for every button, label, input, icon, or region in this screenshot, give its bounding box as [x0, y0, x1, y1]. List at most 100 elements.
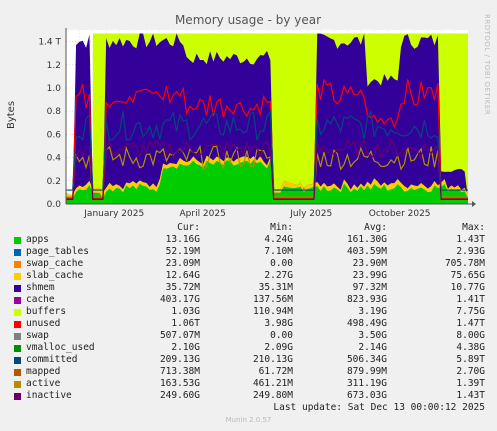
legend-cur-value: 52.19M	[165, 246, 200, 257]
legend-series-name: slab_cache	[26, 270, 84, 281]
rrdtool-credit: RRDTOOL / TOBI OETIKER	[483, 14, 491, 116]
legend-swatch	[14, 309, 21, 316]
legend-cur-value: 507.07M	[159, 330, 200, 341]
y-tick-label: 0.6	[47, 130, 62, 140]
legend-series-name: shmem	[26, 282, 55, 293]
legend-max-value: 1.39T	[456, 378, 485, 389]
legend-min-value: 0.00	[270, 330, 293, 341]
line-inactive-dark	[66, 139, 468, 200]
legend-cur-value: 1.06T	[171, 318, 200, 329]
munin-version: Munin 2.0.57	[225, 416, 272, 424]
legend-row-buffers: buffers 1.03G 110.94M 3.19G 7.75G	[0, 306, 497, 318]
legend-avg-value: 879.99M	[346, 366, 387, 377]
legend-swatch	[14, 333, 21, 340]
legend-max-value: 1.47T	[456, 318, 485, 329]
legend-max-value: 75.65G	[450, 270, 485, 281]
y-tick-label: 0.2	[47, 177, 61, 187]
legend-row-swap: swap 507.07M 0.00 3.50G 8.00G	[0, 330, 497, 342]
area-slab	[66, 155, 468, 199]
legend-row-swap_cache: swap_cache 23.09M 0.00 23.90M 705.78M	[0, 258, 497, 270]
y-tick-label: 0.4	[47, 154, 62, 164]
y-tick-label: 1.2	[47, 61, 61, 71]
legend-swatch	[14, 273, 21, 280]
legend-min-value: 2.27G	[264, 270, 293, 281]
legend-row-mapped: mapped 713.38M 61.72M 879.99M 2.70G	[0, 366, 497, 378]
legend-swatch	[14, 345, 21, 352]
legend-row-unused: unused 1.06T 3.98G 498.49G 1.47T	[0, 318, 497, 330]
legend-min-value: 137.56M	[252, 294, 293, 305]
legend-min-value: 461.21M	[252, 378, 293, 389]
legend-series-name: mapped	[26, 366, 61, 377]
legend-cur-value: 35.72M	[165, 282, 200, 293]
legend-min-value: 35.31M	[258, 282, 293, 293]
line-inactive	[66, 78, 468, 199]
legend-header: Cur: Min: Avg: Max:	[0, 222, 497, 234]
legend-min-value: 110.94M	[252, 306, 293, 317]
legend-swatch	[14, 393, 21, 400]
legend-series-name: cache	[26, 294, 55, 305]
legend-min-value: 249.80M	[252, 390, 293, 401]
legend-avg-value: 2.14G	[358, 342, 387, 353]
legend-row-inactive: inactive 249.60G 249.80M 673.03G 1.43T	[0, 390, 497, 402]
legend-row-vmalloc_used: vmalloc_used 2.10G 2.09G 2.14G 4.38G	[0, 342, 497, 354]
legend-min-value: 2.09G	[264, 342, 293, 353]
legend-max-value: 4.38G	[456, 342, 485, 353]
legend-max-value: 8.00G	[456, 330, 485, 341]
legend-cur-value: 163.53G	[159, 378, 200, 389]
legend-cur-value: 713.38M	[159, 366, 200, 377]
legend-swatch	[14, 261, 21, 268]
legend-series-name: active	[26, 378, 61, 389]
legend-series-name: vmalloc_used	[26, 342, 95, 353]
legend-row-shmem: shmem 35.72M 35.31M 97.32M 10.77G	[0, 282, 497, 294]
y-tick-label: 0.8	[47, 107, 62, 117]
legend-swatch	[14, 357, 21, 364]
legend-cur-value: 13.16G	[165, 234, 200, 245]
y-axis-label: Bytes	[6, 101, 17, 129]
legend-max-value: 1.41T	[456, 294, 485, 305]
legend-swatch	[14, 321, 21, 328]
line-active	[66, 144, 468, 198]
x-axis-arrow	[472, 201, 476, 207]
legend-min-value: 61.72M	[258, 366, 293, 377]
legend-cur-value: 23.09M	[165, 258, 200, 269]
legend-series-name: apps	[26, 234, 49, 245]
header-avg: Avg:	[364, 222, 387, 233]
legend-series-name: unused	[26, 318, 61, 329]
legend-min-value: 7.10M	[264, 246, 293, 257]
y-tick-label: 0.0	[47, 200, 62, 210]
y-tick-label: 1.0	[47, 84, 62, 94]
chart-title: Memory usage - by year	[175, 13, 321, 27]
legend-swatch	[14, 249, 21, 256]
legend-avg-value: 161.30G	[346, 234, 387, 245]
axes	[65, 28, 476, 207]
area-apps	[66, 160, 468, 204]
header-cur: Cur:	[177, 222, 200, 233]
x-tick-label: April 2025	[180, 209, 226, 219]
legend-cur-value: 1.03G	[171, 306, 200, 317]
legend-avg-value: 97.32M	[352, 282, 387, 293]
legend-row-committed: committed 209.13G 210.13G 506.34G 5.89T	[0, 354, 497, 366]
legend-avg-value: 403.59M	[346, 246, 387, 257]
legend-avg-value: 506.34G	[346, 354, 387, 365]
memory-usage-chart: Memory usage - by year Bytes 0.0 0.2 0.4 0.…	[6, 13, 476, 219]
legend-max-value: 10.77G	[450, 282, 485, 293]
legend-row-apps: apps 13.16G 4.24G 161.30G 1.43T	[0, 234, 497, 246]
legend-swatch	[14, 369, 21, 376]
series-lines	[66, 78, 468, 200]
legend-row-active: active 163.53G 461.21M 311.19G 1.39T	[0, 378, 497, 390]
legend-cur-value: 403.17G	[159, 294, 200, 305]
last-update: Last update: Sat Dec 13 00:00:12 2025	[273, 402, 485, 413]
x-tick-label: July 2025	[289, 209, 332, 219]
legend-swatch	[14, 237, 21, 244]
legend-min-value: 0.00	[270, 258, 293, 269]
legend-avg-value: 498.49G	[346, 318, 387, 329]
legend-min-value: 3.98G	[264, 318, 293, 329]
legend-series-name: swap	[26, 330, 49, 341]
legend-series-name: inactive	[26, 390, 72, 401]
x-tick-label: October 2025	[369, 209, 431, 219]
legend-avg-value: 3.50G	[358, 330, 387, 341]
legend-avg-value: 23.99G	[352, 270, 387, 281]
legend-series-name: page_tables	[26, 246, 89, 257]
legend-max-value: 2.70G	[456, 366, 485, 377]
legend-swatch	[14, 285, 21, 292]
